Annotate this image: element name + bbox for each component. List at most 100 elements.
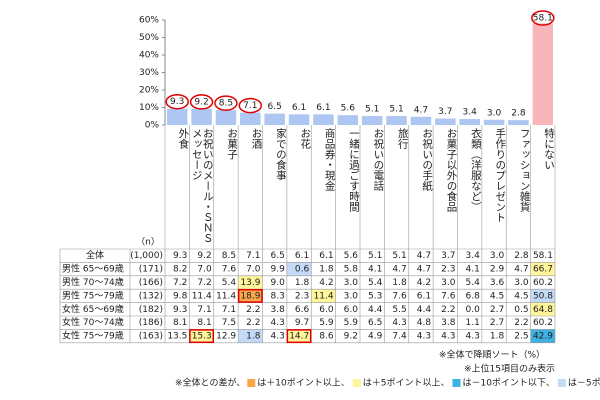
cell-box xyxy=(237,288,263,303)
cell: 3.7 xyxy=(441,251,455,261)
cell-highlight xyxy=(311,289,336,303)
cell: 4.3 xyxy=(466,332,480,342)
highlight-circle xyxy=(238,97,263,114)
cell: 7.2 xyxy=(197,278,211,288)
bar xyxy=(240,112,261,125)
cell-highlight xyxy=(286,329,312,343)
row-n: (163) xyxy=(139,332,163,342)
cell: 58.1 xyxy=(533,251,553,261)
cell: 3.4 xyxy=(466,251,481,261)
n-header: （n） xyxy=(136,237,160,248)
cell: 5.4 xyxy=(368,278,383,288)
cell: 0.5 xyxy=(514,305,528,315)
cell: 1.8 xyxy=(319,265,334,275)
cell: 9.8 xyxy=(173,291,188,301)
cell: 0.6 xyxy=(295,265,310,275)
value-label: 4.7 xyxy=(414,105,428,115)
value-label: 5.1 xyxy=(365,105,379,115)
cell: 4.9 xyxy=(368,332,383,342)
cell: 64.8 xyxy=(533,305,553,315)
cell-highlight xyxy=(530,302,555,316)
cell: 42.9 xyxy=(533,332,553,342)
value-label: 6.5 xyxy=(268,102,282,112)
bar xyxy=(386,116,407,125)
bar xyxy=(337,115,359,125)
bar xyxy=(313,114,334,125)
cell: 8.1 xyxy=(197,318,211,328)
cell: 3.0 xyxy=(490,251,505,261)
cell: 7.1 xyxy=(222,305,236,315)
cell: 8.2 xyxy=(173,265,187,275)
category-label: 特にない xyxy=(543,128,555,170)
category-label: お酒 xyxy=(250,128,263,149)
row-label: 男性 70～74歳 xyxy=(62,276,124,288)
bar xyxy=(191,108,212,125)
cell-box xyxy=(286,329,312,344)
cell: 2.2 xyxy=(441,305,455,315)
cell: 5.4 xyxy=(466,278,481,288)
cell: 4.7 xyxy=(392,265,406,275)
cell: 2.2 xyxy=(514,318,528,328)
category-label: お菓子 xyxy=(226,128,239,160)
cell-highlight xyxy=(238,275,263,290)
cell: 7.4 xyxy=(392,332,407,342)
cell: 1.8 xyxy=(392,278,407,288)
row-label: 女性 75～79歳 xyxy=(62,330,124,342)
value-label: 2.8 xyxy=(511,109,526,119)
cell: 60.2 xyxy=(533,278,553,288)
cell: 5.1 xyxy=(392,251,406,261)
value-label: 7.1 xyxy=(243,101,257,111)
legend-swatch xyxy=(557,379,566,387)
cell: 5.6 xyxy=(344,251,359,261)
bar xyxy=(483,119,505,125)
cell: 4.3 xyxy=(441,332,455,342)
cell: 50.8 xyxy=(533,291,553,301)
bar xyxy=(166,108,188,125)
y-tick-label: 20% xyxy=(139,86,159,96)
row-label: 男性 65～69歳 xyxy=(62,263,124,275)
value-label: 6.1 xyxy=(292,103,306,113)
cell: 2.7 xyxy=(490,305,504,315)
cell: 7.6 xyxy=(392,291,407,301)
cell: 0.0 xyxy=(466,305,481,315)
cell: 1.8 xyxy=(295,278,310,288)
cell: 11.4 xyxy=(216,291,236,301)
row-label: 全体 xyxy=(86,249,104,261)
cell: 4.5 xyxy=(514,291,528,301)
y-tick-label: 10% xyxy=(139,103,159,113)
row-n: (132) xyxy=(139,291,163,301)
cell: 3.0 xyxy=(344,278,359,288)
value-label: 5.1 xyxy=(389,105,403,115)
cell: 4.2 xyxy=(417,278,431,288)
cell: 18.9 xyxy=(240,291,260,301)
value-label: 9.2 xyxy=(194,97,208,107)
cell: 4.8 xyxy=(417,318,432,328)
cell: 3.8 xyxy=(271,305,286,315)
cell: 7.0 xyxy=(246,265,261,275)
cell: 5.5 xyxy=(392,305,406,315)
cell: 11.4 xyxy=(192,291,212,301)
row-n: (186) xyxy=(139,318,163,328)
legend-label: は－10ポイント以下、 xyxy=(462,378,554,389)
cell-highlight xyxy=(530,329,555,343)
category-label: 旅行 xyxy=(396,128,409,149)
highlight-circle xyxy=(189,94,214,110)
cell: 7.1 xyxy=(246,251,260,261)
cell: 3.0 xyxy=(344,291,359,301)
note: ※全体で降順ソート（%） xyxy=(439,349,545,361)
cell: 2.8 xyxy=(514,251,529,261)
category-label: 手作りのプレゼント xyxy=(494,128,507,223)
row-label: 女性 70～74歳 xyxy=(62,316,124,328)
cell: 66.7 xyxy=(533,265,553,275)
cell: 2.3 xyxy=(295,291,309,301)
value-label: 8.5 xyxy=(219,99,233,109)
cell: 3.8 xyxy=(441,318,456,328)
cell: 6.8 xyxy=(466,291,481,301)
cell: 8.1 xyxy=(173,318,187,328)
cell: 1.1 xyxy=(466,318,480,328)
cell-highlight xyxy=(530,289,555,303)
value-label: 3.0 xyxy=(487,108,502,118)
cell: 9.2 xyxy=(197,251,211,261)
